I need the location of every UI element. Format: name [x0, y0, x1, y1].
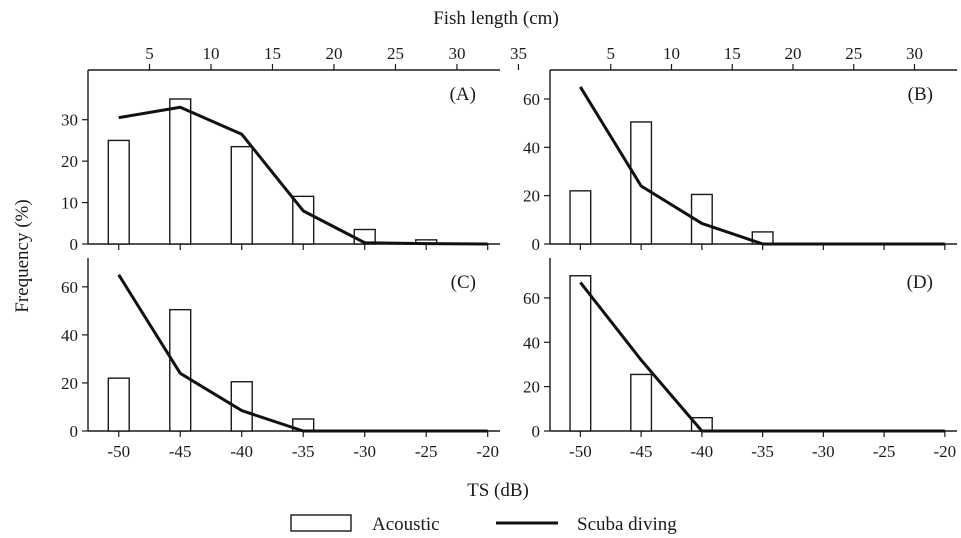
x-tick-label: -45	[630, 442, 653, 461]
y-tick-label: 20	[61, 374, 78, 393]
legend-scuba-label: Scuba diving	[577, 514, 677, 535]
bar	[630, 373, 653, 432]
x-tick-label: -50	[569, 442, 592, 461]
bar	[690, 193, 713, 245]
bottom-axis-label: TS (dB)	[467, 480, 529, 501]
y-tick-label: 40	[61, 326, 78, 345]
top-tick-label: 5	[145, 44, 154, 63]
y-tick-label: 60	[523, 90, 540, 109]
panel-1: 51015202530350204060(B)	[523, 44, 957, 254]
top-tick-label: 10	[202, 44, 219, 63]
panel-3: -50 -45 -40 -35 -30 -25 -20 0 20 40 60 (D)	[523, 258, 957, 461]
scuba-line	[117, 274, 488, 433]
x-tick-label: -30	[812, 442, 835, 461]
top-tick-label: 20	[784, 44, 801, 63]
panels: 51015202530350102030(A)51015202530350204…	[61, 44, 957, 461]
top-tick-label: 35	[510, 44, 527, 63]
top-tick-label: 30	[448, 44, 465, 63]
scuba-line	[579, 86, 945, 246]
y-tick-label: 0	[70, 422, 79, 441]
panel-label: (B)	[908, 84, 933, 105]
x-tick-label: -25	[873, 442, 896, 461]
panel-label: (A)	[450, 84, 476, 105]
y-axis-label: Frequency (%)	[12, 199, 33, 312]
bar	[107, 377, 130, 432]
x-tick-label: -40	[691, 442, 714, 461]
y-tick-label: 40	[523, 138, 540, 157]
panel-label: (C)	[451, 272, 476, 293]
scuba-line	[118, 105, 488, 246]
bar	[107, 139, 130, 245]
legend-acoustic-swatch	[290, 514, 352, 532]
bar	[230, 145, 253, 245]
y-tick-label: 60	[523, 289, 540, 308]
x-tick-label: -25	[415, 442, 438, 461]
panel-label: (D)	[907, 272, 933, 293]
top-tick-label: 10	[663, 44, 680, 63]
y-tick-label: 20	[523, 378, 540, 397]
y-tick-label: 10	[61, 194, 78, 213]
top-tick-label: 15	[264, 44, 281, 63]
legend: Acoustic Scuba diving	[290, 514, 677, 535]
x-tick-label: -35	[751, 442, 774, 461]
y-tick-label: 20	[523, 187, 540, 206]
x-tick-label: -20	[476, 442, 499, 461]
y-tick-label: 0	[532, 235, 541, 254]
bar	[169, 308, 192, 432]
top-tick-label: 15	[724, 44, 741, 63]
bar	[569, 190, 592, 245]
x-tick-label: -35	[292, 442, 315, 461]
y-tick-label: 60	[61, 278, 78, 297]
scuba-line	[579, 281, 945, 433]
top-tick-label: 5	[606, 44, 615, 63]
x-tick-label: -30	[353, 442, 376, 461]
bar	[169, 98, 192, 245]
bar	[630, 121, 653, 245]
bar	[292, 195, 315, 245]
panel-0: 5 10 15 20 25 30 35 0 10 20 30 (A)	[61, 44, 527, 254]
top-tick-label: 25	[845, 44, 862, 63]
top-tick-label: 25	[387, 44, 404, 63]
top-tick-label: 30	[906, 44, 923, 63]
x-tick-label: -50	[107, 442, 130, 461]
y-tick-label: 30	[61, 111, 78, 130]
y-tick-label: 0	[532, 422, 541, 441]
y-tick-label: 20	[61, 152, 78, 171]
bar	[569, 275, 592, 432]
bar	[230, 381, 253, 432]
panel-2: -50 -45 -40 -35 -30 -25 -20 0 20 40 60 (C)	[61, 258, 500, 461]
x-tick-label: -40	[230, 442, 253, 461]
y-tick-label: 40	[523, 333, 540, 352]
y-tick-label: 0	[70, 235, 79, 254]
top-axis-label: Fish length (cm)	[433, 8, 559, 29]
legend-acoustic-label: Acoustic	[372, 514, 440, 535]
x-tick-label: -20	[934, 442, 957, 461]
x-tick-label: -45	[169, 442, 192, 461]
top-tick-label: 20	[325, 44, 342, 63]
